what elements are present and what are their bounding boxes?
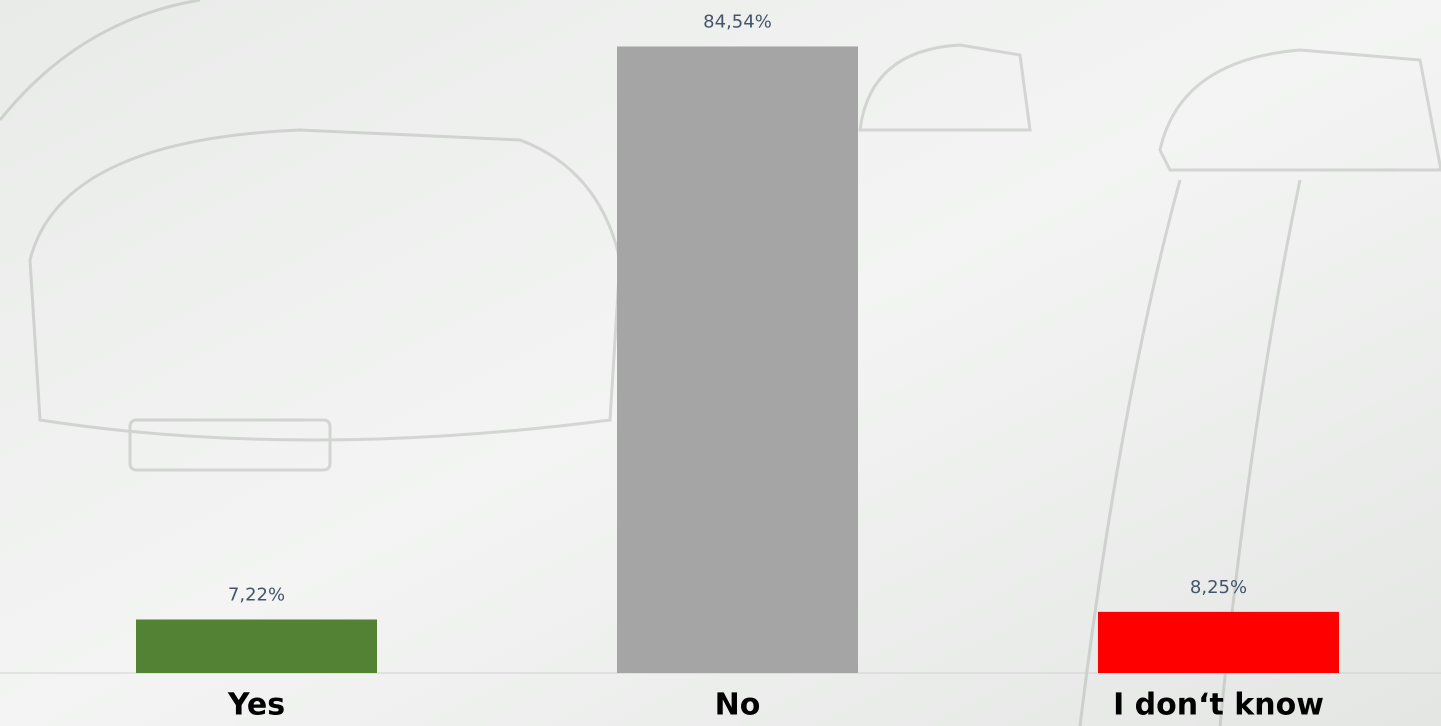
- value-label: 7,22%: [228, 584, 285, 605]
- value-label: 84,54%: [703, 11, 772, 32]
- x-tick-label: I don‘t know: [1113, 688, 1324, 723]
- value-label: 8,25%: [1190, 577, 1247, 598]
- bar: [617, 46, 858, 674]
- x-tick-label: No: [715, 688, 761, 723]
- bar: [1098, 611, 1339, 673]
- x-tick-label: Yes: [227, 688, 285, 723]
- bar: [136, 619, 377, 673]
